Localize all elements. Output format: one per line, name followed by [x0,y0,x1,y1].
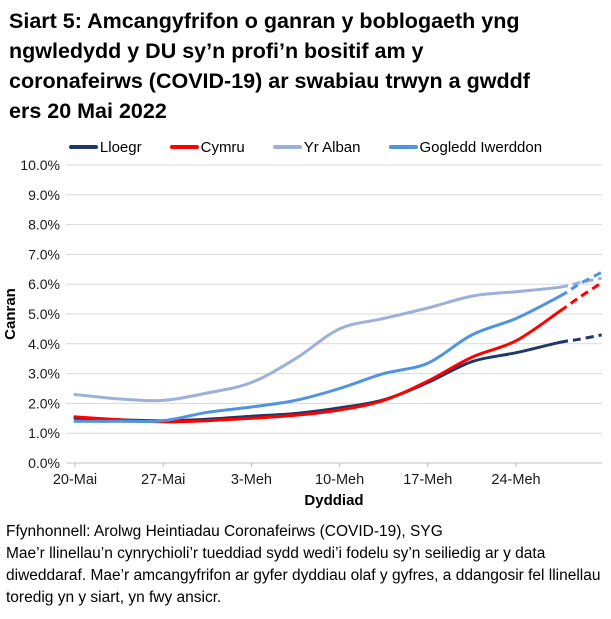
series-line-dashed-gogledd-iwerddon [559,270,603,298]
line-chart: 0.0% 1.0% 2.0% 3.0% 4.0% 5.0% 6.0% 7.0% 8.0% 9.0%… [2,157,603,509]
method-note: Mae’r llinellau’n cynrychioli’r tueddiad… [6,543,605,609]
y-tick-label: 0.0% [28,455,60,471]
x-tick-label: 17-Meh [403,472,452,488]
method-note-line: Mae’r llinellau’n cynrychioli’r tueddiad… [6,545,546,562]
legend-item-lloegr: Lloegr [68,138,142,156]
legend-item-yr-alban: Yr Alban [272,138,361,156]
y-tick-label: 1.0% [28,425,60,441]
legend-swatch-icon [272,145,302,149]
x-tick-label: 27-Mai [141,472,185,488]
legend-label: Yr Alban [303,138,361,156]
chart-legend: Lloegr Cymru Yr Alban Gogledd Iwerddon [0,137,611,157]
y-tick-label: 9.0% [28,187,60,203]
x-axis-title: Dyddiad [304,492,363,509]
y-tick-label: 7.0% [28,246,60,262]
chart-title-line: Siart 5: Amcangyfrifon o ganran y boblog… [9,9,520,33]
legend-swatch-icon [169,145,199,149]
x-tick-label: 24-Meh [491,472,540,488]
y-tick-label: 5.0% [28,306,60,322]
y-tick-label: 8.0% [28,217,60,233]
method-note-line: toredig yn y siart, yn fwy ansicr. [6,589,222,606]
legend-swatch-icon [68,145,98,149]
method-note-line: diweddaraf. Mae’r amcangyfrifon ar gyfer… [6,567,601,584]
series-line-gogledd-iwerddon [73,294,562,424]
y-axis-title: Canran [2,288,19,340]
source-note: Ffynhonnell: Arolwg Heintiadau Coronafei… [6,523,443,540]
legend-item-gogledd-iwerddon: Gogledd Iwerddon [388,138,543,156]
chart-title-line: ngwledydd y DU sy’n profi’n bositif am y [9,39,424,63]
series-line-dashed-lloegr [559,333,602,344]
x-tick-label: 3-Meh [231,472,272,488]
chart-title-line: coronafeirws (COVID-19) ar swabiau trwyn… [9,69,530,93]
legend-label: Cymru [200,138,245,156]
series-line-yr-alban [73,285,562,403]
y-tick-label: 2.0% [28,395,60,411]
legend-label: Gogledd Iwerddon [419,138,543,156]
legend-item-cymru: Cymru [169,138,245,156]
legend-swatch-icon [388,145,418,149]
y-tick-label: 6.0% [28,276,60,292]
x-tick-label: 20-Mai [53,472,97,488]
y-tick-label: 4.0% [28,336,60,352]
series-line-dashed-yr-alban [559,276,603,289]
chart-title-line: ers 20 Mai 2022 [9,99,167,123]
series-line-lloegr [73,340,562,423]
y-tick-label: 10.0% [20,157,60,173]
chart-title: Siart 5: Amcangyfrifon o ganran y boblog… [0,0,611,126]
y-tick-label: 3.0% [28,366,60,382]
x-tick-label: 10-Meh [315,472,364,488]
chart-footer: Ffynhonnell: Arolwg Heintiadau Coronafei… [0,514,611,609]
legend-label: Lloegr [99,138,142,156]
series-line-dashed-cymru [559,281,603,313]
